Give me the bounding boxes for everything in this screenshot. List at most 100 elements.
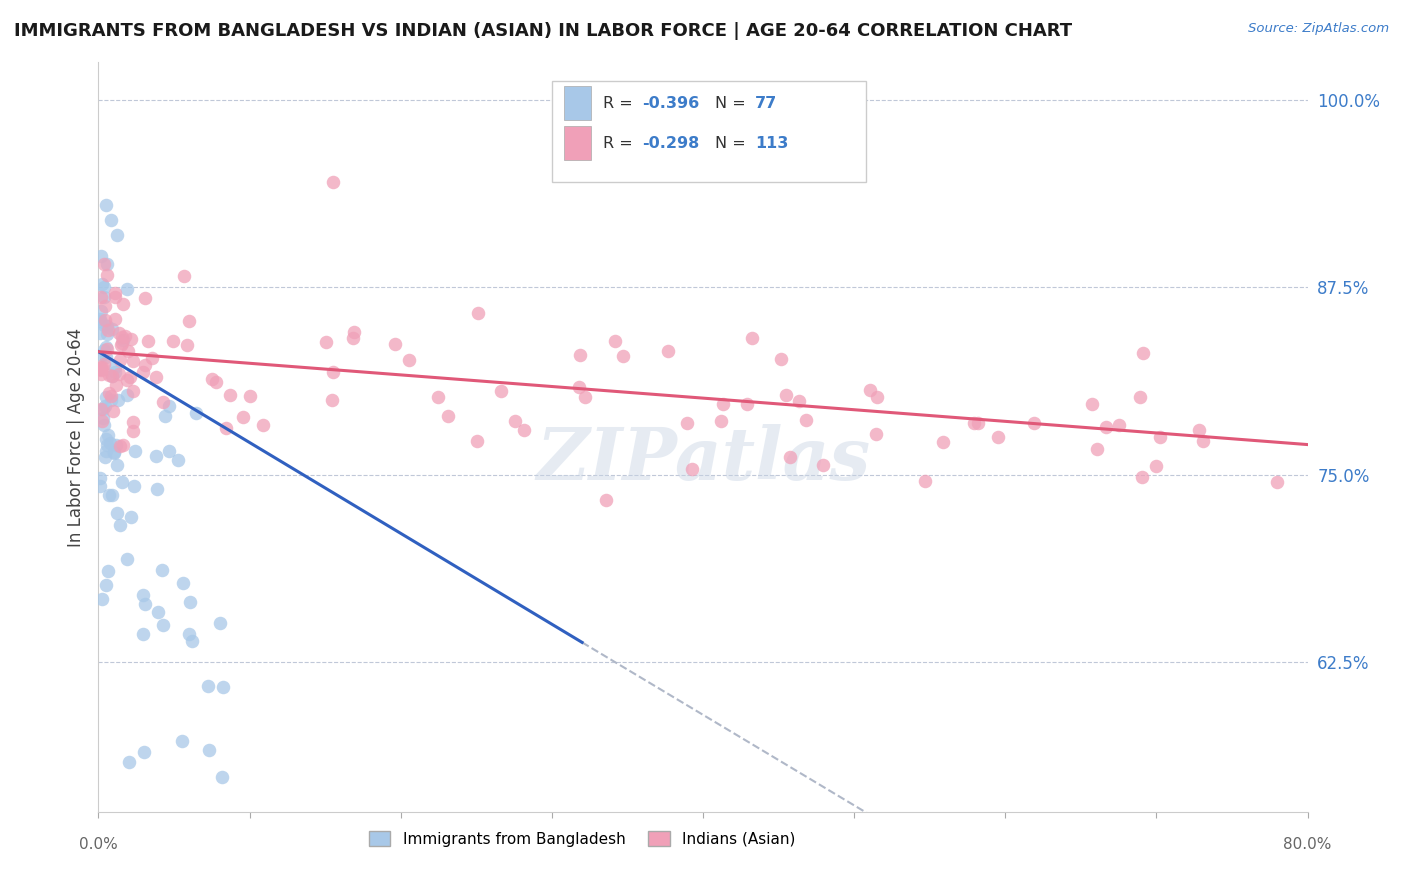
Point <box>91 360 114 375</box>
Point <box>122 384 145 398</box>
Point <box>96 437 118 451</box>
Point <box>97 323 120 337</box>
Point <box>91 348 114 362</box>
Point <box>111 333 134 347</box>
Point <box>398 352 420 367</box>
Point <box>114 329 136 343</box>
Point <box>90 362 112 376</box>
Point <box>107 393 129 408</box>
Point <box>166 453 188 467</box>
Point <box>914 474 936 488</box>
Point <box>120 510 142 524</box>
Point <box>103 445 125 459</box>
Point <box>115 551 138 566</box>
Point <box>93 318 115 332</box>
Point <box>105 227 128 242</box>
Point <box>105 437 128 451</box>
Point <box>859 384 882 398</box>
Point <box>100 212 122 227</box>
Point <box>94 432 117 446</box>
Text: 113: 113 <box>755 136 789 151</box>
Point <box>145 370 167 384</box>
Point <box>103 290 125 304</box>
Point <box>1144 459 1167 474</box>
Point <box>574 390 596 404</box>
Point <box>96 318 118 333</box>
Point <box>177 627 200 641</box>
Point <box>1149 430 1171 444</box>
Point <box>427 390 450 404</box>
Point <box>94 450 117 464</box>
Point <box>932 434 955 449</box>
Point <box>91 592 114 607</box>
Point <box>103 446 125 460</box>
Point <box>741 331 763 345</box>
Point <box>90 362 112 376</box>
Point <box>91 401 114 416</box>
Point <box>162 334 184 348</box>
Point <box>205 376 228 390</box>
Point <box>179 594 201 608</box>
Point <box>111 335 134 350</box>
Point <box>110 338 132 352</box>
Point <box>343 325 366 339</box>
Point <box>111 437 134 451</box>
Point <box>146 482 169 496</box>
Point <box>90 290 112 304</box>
Legend: Immigrants from Bangladesh, Indians (Asian): Immigrants from Bangladesh, Indians (Asi… <box>363 824 801 853</box>
Point <box>612 349 634 363</box>
Point <box>1267 475 1289 489</box>
Point <box>96 342 118 356</box>
Point <box>157 444 180 458</box>
Point <box>117 282 139 296</box>
Point <box>94 390 117 404</box>
Point <box>779 450 801 464</box>
Point <box>987 430 1010 444</box>
Point <box>315 335 337 350</box>
Point <box>179 314 201 328</box>
Point <box>97 488 120 502</box>
Point <box>122 354 145 368</box>
Point <box>101 403 124 417</box>
Point <box>94 444 117 458</box>
Point <box>157 400 180 414</box>
Point <box>322 175 344 189</box>
Point <box>124 443 146 458</box>
Point <box>1095 420 1118 434</box>
Point <box>465 434 488 449</box>
Point <box>384 337 406 351</box>
Point <box>211 770 233 784</box>
Point <box>132 626 155 640</box>
Point <box>104 311 127 326</box>
Point <box>100 389 122 403</box>
Point <box>100 392 122 407</box>
Point <box>131 365 153 379</box>
Text: R =: R = <box>603 136 637 151</box>
Point <box>437 409 460 423</box>
Point <box>132 588 155 602</box>
Point <box>1085 442 1108 456</box>
Point <box>132 745 155 759</box>
Text: N =: N = <box>716 136 751 151</box>
Point <box>94 340 117 354</box>
Point <box>97 565 120 579</box>
Point <box>1188 423 1211 437</box>
Point <box>232 409 254 424</box>
Point <box>342 331 364 345</box>
Bar <box>564 87 591 120</box>
Point <box>180 633 202 648</box>
Point <box>252 417 274 432</box>
Point <box>94 313 117 327</box>
Point <box>963 416 986 430</box>
Point <box>811 458 834 473</box>
Point <box>568 379 591 393</box>
Point <box>1081 397 1104 411</box>
Point <box>96 257 118 271</box>
Point <box>90 277 112 291</box>
Point <box>94 399 117 413</box>
Point <box>603 334 626 348</box>
Point <box>122 415 145 429</box>
Point <box>101 488 124 502</box>
Point <box>152 395 174 409</box>
Point <box>98 368 121 382</box>
